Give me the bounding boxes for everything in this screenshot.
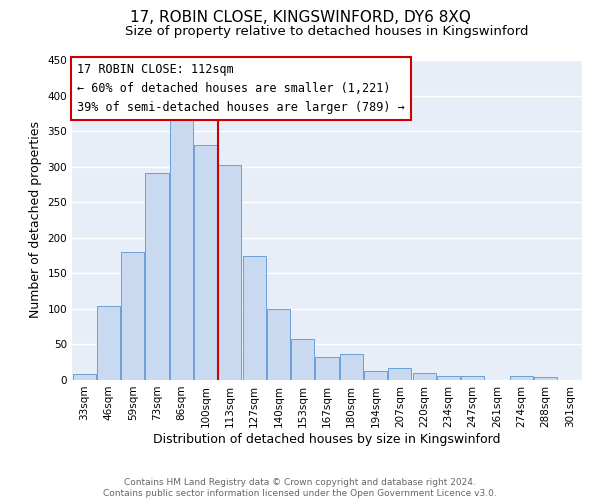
Bar (510, 376, 533, 380)
Bar (388, 368, 412, 380)
Bar (267, 309, 290, 380)
Bar (73, 374, 95, 380)
Bar (413, 373, 436, 380)
Bar (340, 354, 363, 380)
Y-axis label: Number of detached properties: Number of detached properties (29, 122, 42, 318)
Text: 17 ROBIN CLOSE: 112sqm
← 60% of detached houses are smaller (1,221)
39% of semi-: 17 ROBIN CLOSE: 112sqm ← 60% of detached… (77, 63, 405, 114)
Bar (218, 164, 241, 380)
Bar (97, 306, 120, 380)
Bar (121, 252, 144, 380)
Bar (242, 256, 266, 380)
Title: Size of property relative to detached houses in Kingswinford: Size of property relative to detached ho… (125, 25, 529, 38)
Text: Contains HM Land Registry data © Crown copyright and database right 2024.
Contai: Contains HM Land Registry data © Crown c… (103, 478, 497, 498)
Bar (145, 173, 169, 380)
Bar (437, 376, 460, 380)
Bar (170, 120, 193, 380)
Bar (194, 146, 217, 380)
Bar (291, 339, 314, 380)
Bar (461, 376, 484, 380)
Bar (534, 377, 557, 380)
X-axis label: Distribution of detached houses by size in Kingswinford: Distribution of detached houses by size … (153, 432, 501, 446)
Bar (316, 356, 338, 380)
Text: 17, ROBIN CLOSE, KINGSWINFORD, DY6 8XQ: 17, ROBIN CLOSE, KINGSWINFORD, DY6 8XQ (130, 10, 470, 25)
Bar (364, 372, 387, 380)
